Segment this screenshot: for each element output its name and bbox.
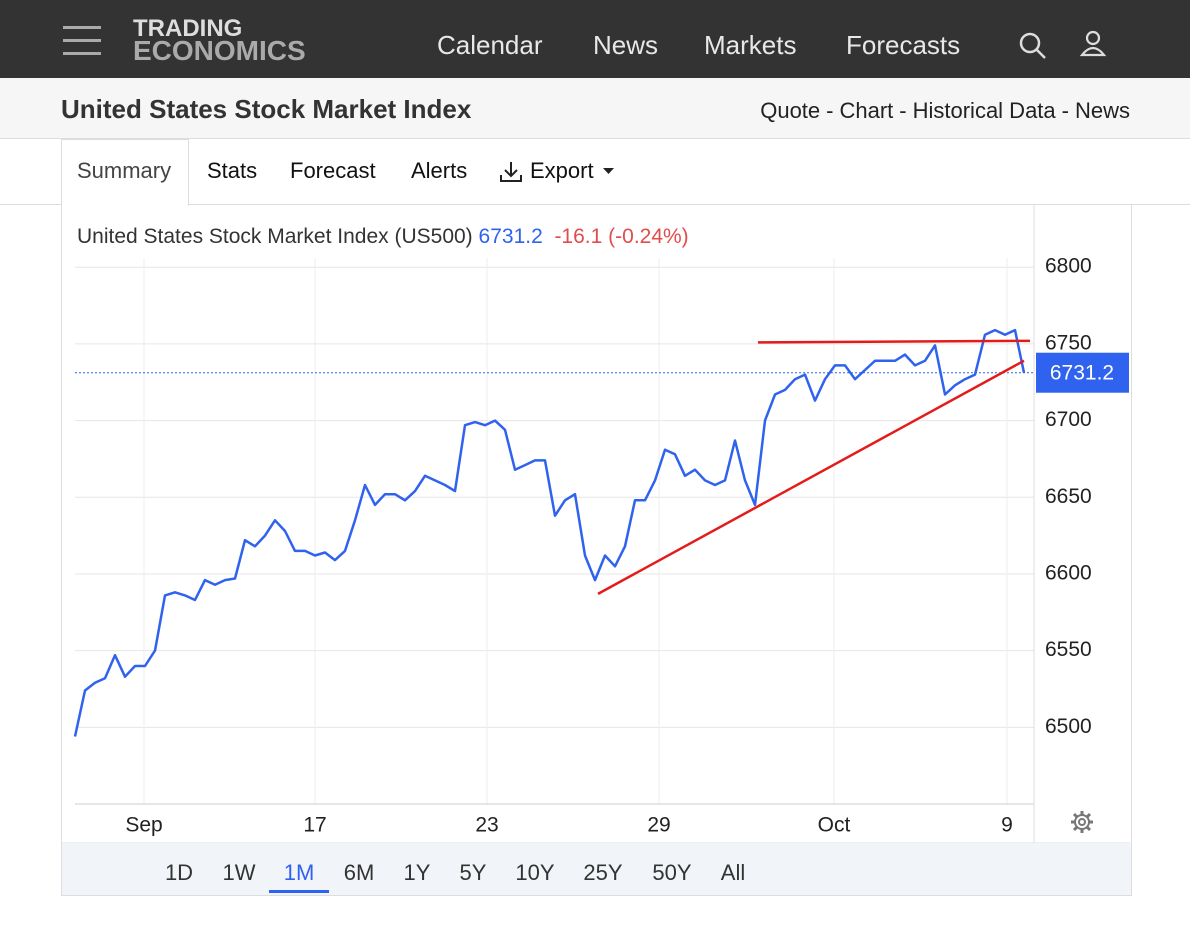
x-tick-label: Oct <box>818 814 851 837</box>
range-button[interactable]: 1D <box>164 860 194 885</box>
range-bar: 1D 1W 1M 6M 1Y 5Y 10Y 25Y 50Y All <box>61 843 1132 896</box>
y-tick-label: 6500 <box>1045 715 1092 738</box>
section-link[interactable]: Quote <box>760 98 821 123</box>
x-tick-label: 23 <box>475 814 498 837</box>
y-tick-label: 6650 <box>1045 485 1092 508</box>
trend-line <box>757 339 1031 344</box>
search-icon[interactable] <box>1018 31 1048 61</box>
x-tick-label: 9 <box>1001 814 1013 837</box>
section-link[interactable]: Historical Data <box>912 98 1056 123</box>
page-title: United States Stock Market Index <box>61 94 472 124</box>
tab[interactable]: Export <box>530 158 594 183</box>
range-button[interactable]: All <box>720 860 746 885</box>
separator: - <box>899 98 907 123</box>
change: -16.1 <box>554 225 603 248</box>
y-tick-label: 6700 <box>1045 408 1092 431</box>
tab[interactable]: Alerts <box>411 158 468 183</box>
range-button[interactable]: 6M <box>343 860 375 885</box>
tab[interactable]: Stats <box>207 158 258 183</box>
range-button[interactable]: 50Y <box>652 860 692 885</box>
x-tick-label: 29 <box>647 814 670 837</box>
y-tick-label: 6550 <box>1045 638 1092 661</box>
logo-line: ECONOMICS <box>133 35 306 66</box>
chart-frame <box>61 205 1132 843</box>
nav-link[interactable]: Markets <box>704 30 797 60</box>
download-icon <box>500 162 522 182</box>
logo[interactable]: TRADING ECONOMICS <box>133 15 306 66</box>
tab[interactable]: Summary <box>77 158 172 183</box>
range-button[interactable]: 1Y <box>403 860 431 885</box>
separator: - <box>826 98 834 123</box>
range-button[interactable]: 10Y <box>515 860 555 885</box>
range-button[interactable]: 5Y <box>459 860 487 885</box>
nav-link[interactable]: News <box>593 30 659 60</box>
nav-link[interactable]: Forecasts <box>846 30 961 60</box>
x-tick-label: Sep <box>125 814 162 837</box>
top-bar: TRADING ECONOMICS Calendar News Markets F… <box>0 0 1190 78</box>
range-button[interactable]: 1W <box>222 860 256 885</box>
last-price-box <box>1036 352 1129 393</box>
menu-icon[interactable] <box>63 26 103 58</box>
chart-title: United States Stock Market Index (US500) <box>77 225 473 248</box>
x-tick-label: 17 <box>303 814 326 837</box>
logo-line: TRADING <box>133 15 243 42</box>
section-link[interactable]: News <box>1074 98 1130 123</box>
y-tick-label: 6750 <box>1045 331 1092 354</box>
active-tab-box <box>61 139 189 206</box>
section-links: Quote - Chart - Historical Data - News <box>760 98 1130 124</box>
nav-link[interactable]: Calendar <box>437 30 543 60</box>
caret <box>603 168 614 174</box>
settings-icon[interactable] <box>1069 809 1095 835</box>
last-price-label: 6731.2 <box>1050 361 1114 384</box>
tab-bar <box>0 139 1190 206</box>
separator: - <box>1061 98 1069 123</box>
last-price: 6731.2 <box>478 225 543 248</box>
y-tick-label: 6800 <box>1045 255 1092 278</box>
sub-header: United States Stock Market Index Quote - C… <box>0 78 1190 139</box>
range-button[interactable]: 1M <box>269 860 329 893</box>
chart-header: United States Stock Market Index (US500)… <box>77 225 689 249</box>
section-link[interactable]: Chart <box>839 98 894 123</box>
price-line <box>73 328 1026 737</box>
y-tick-label: 6600 <box>1045 561 1092 584</box>
user-icon[interactable] <box>1079 29 1109 59</box>
trend-line <box>597 359 1025 595</box>
change-pct: (-0.24%) <box>608 225 689 248</box>
range-button[interactable]: 25Y <box>583 860 623 885</box>
tab[interactable]: Forecast <box>290 158 376 183</box>
